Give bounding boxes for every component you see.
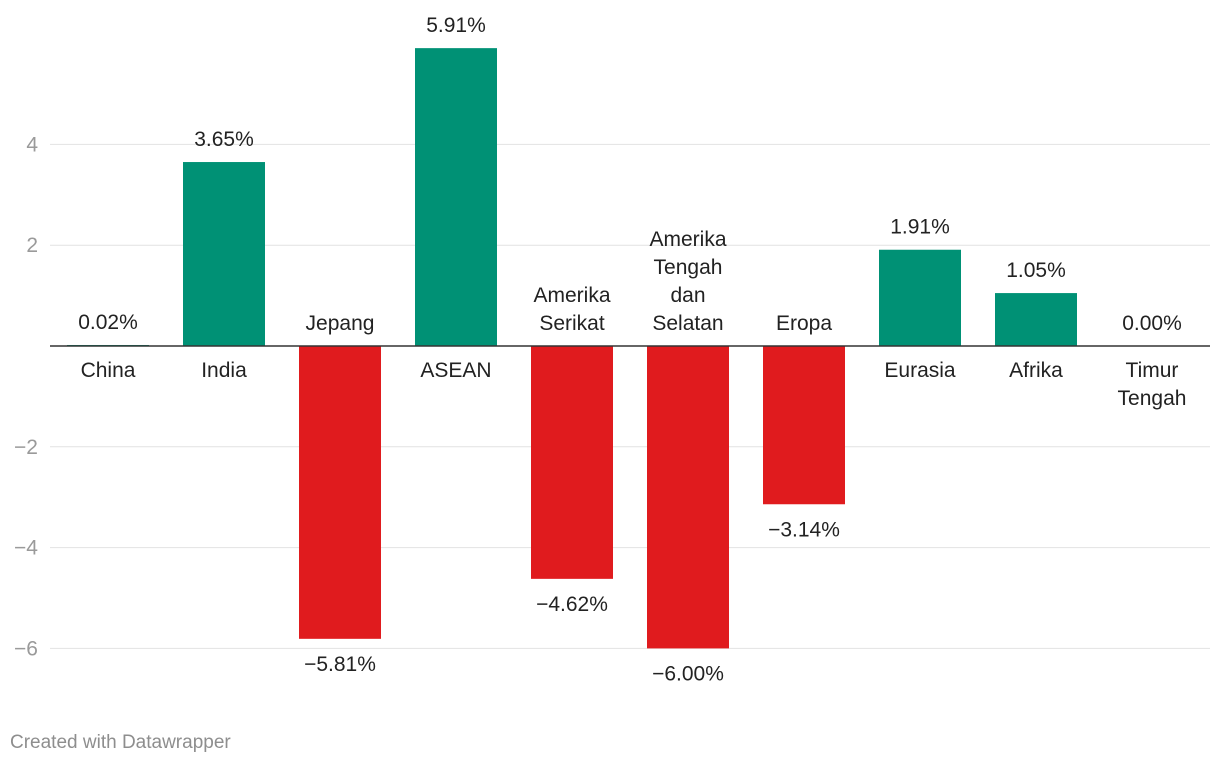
data-label: −6.00% — [652, 662, 724, 685]
category-label: India — [201, 359, 247, 382]
data-label: 3.65% — [194, 128, 254, 151]
bar — [531, 346, 613, 579]
data-label: −5.81% — [304, 653, 376, 676]
category-label: Jepang — [306, 312, 375, 335]
labels: 4 2 −2 −4 −6 0.02% China 3.65% India −5.81% Jepang… — [14, 14, 1186, 685]
category-label: Eurasia — [884, 359, 956, 382]
y-tick-label: 4 — [26, 133, 38, 156]
category-label: Timur Tengah — [1118, 359, 1187, 410]
bar — [995, 293, 1077, 346]
y-tick-label: −6 — [14, 637, 38, 660]
bar — [183, 162, 265, 346]
y-tick-label: −2 — [14, 436, 38, 459]
category-label: Eropa — [776, 312, 832, 335]
category-label: China — [81, 359, 136, 382]
y-tick-label: −4 — [14, 537, 38, 560]
category-label: Amerika Serikat — [533, 284, 610, 335]
bar — [879, 249, 961, 346]
data-label: 0.00% — [1122, 312, 1182, 335]
category-label: Afrika — [1009, 359, 1063, 382]
data-label: 1.05% — [1006, 259, 1066, 282]
bar-chart: 4 2 −2 −4 −6 0.02% China 3.65% India −5.81% Jepang… — [14, 14, 1210, 685]
bar — [299, 346, 381, 639]
credit-text: Created with Datawrapper — [10, 732, 231, 753]
data-label: −4.62% — [536, 593, 608, 616]
y-tick-label: 2 — [26, 234, 38, 257]
bar — [415, 48, 497, 347]
bar — [763, 346, 845, 505]
category-label: Amerika Tengah dan Selatan — [649, 228, 726, 335]
data-label: 1.91% — [890, 216, 950, 239]
category-label: ASEAN — [420, 359, 491, 382]
data-label: 5.91% — [426, 14, 486, 37]
bars — [67, 48, 1077, 649]
data-label: −3.14% — [768, 518, 840, 541]
data-label: 0.02% — [78, 311, 138, 334]
bar — [647, 346, 729, 649]
